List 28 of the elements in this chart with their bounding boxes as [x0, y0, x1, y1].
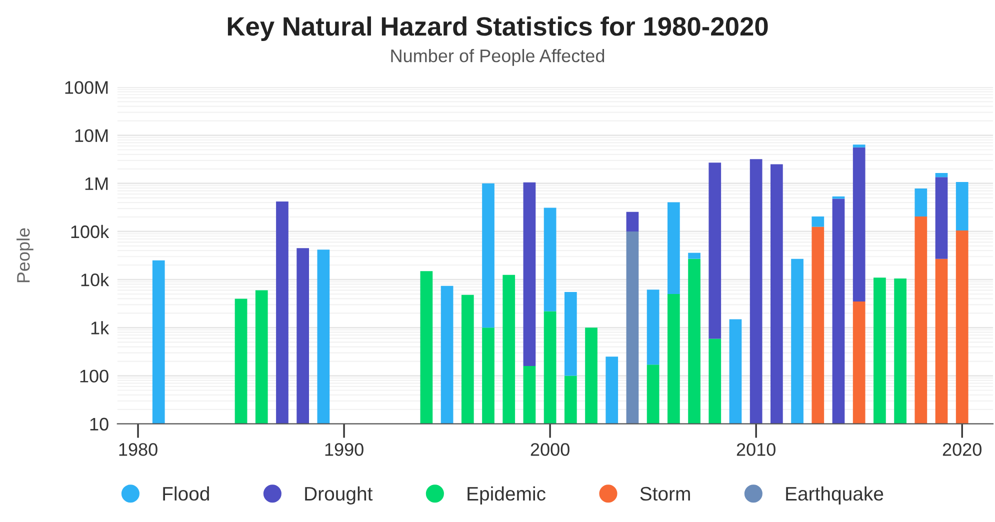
legend-label: Flood — [163, 486, 209, 501]
y-tick-label: 100k — [71, 224, 110, 238]
y-tick-label: 10k — [81, 273, 110, 286]
x-tick-label: 1990 — [325, 443, 364, 456]
legend-label: Epidemic — [468, 486, 546, 504]
x-tick-label: 2020 — [942, 443, 982, 456]
legend-label: Earthquake — [786, 486, 884, 504]
legend-label: Storm — [640, 486, 690, 501]
y-tick-label: 100M — [65, 81, 108, 94]
y-tick-label: 10M — [75, 129, 108, 142]
x-tick-label: 1980 — [119, 443, 158, 456]
y-tick-label: 1k — [91, 321, 110, 334]
x-tick-label: 2010 — [736, 443, 776, 456]
bar — [626, 212, 639, 232]
legend-label: Drought — [305, 486, 373, 504]
y-tick-label: 10 — [90, 418, 108, 431]
bar — [956, 182, 968, 230]
bar — [852, 144, 866, 148]
chart-subtitle: Number of People Affected — [391, 49, 604, 66]
y-tick-label: 1M — [85, 177, 108, 190]
y-axis-title: People — [16, 228, 34, 282]
bar — [935, 172, 948, 178]
bar — [812, 216, 824, 227]
bar — [914, 188, 928, 216]
bar — [688, 252, 700, 259]
chart-title: Key Natural Hazard Statistics for 1980-2020 — [228, 16, 768, 42]
y-tick-label: 100 — [80, 370, 108, 382]
x-tick-label: 2000 — [530, 443, 570, 456]
